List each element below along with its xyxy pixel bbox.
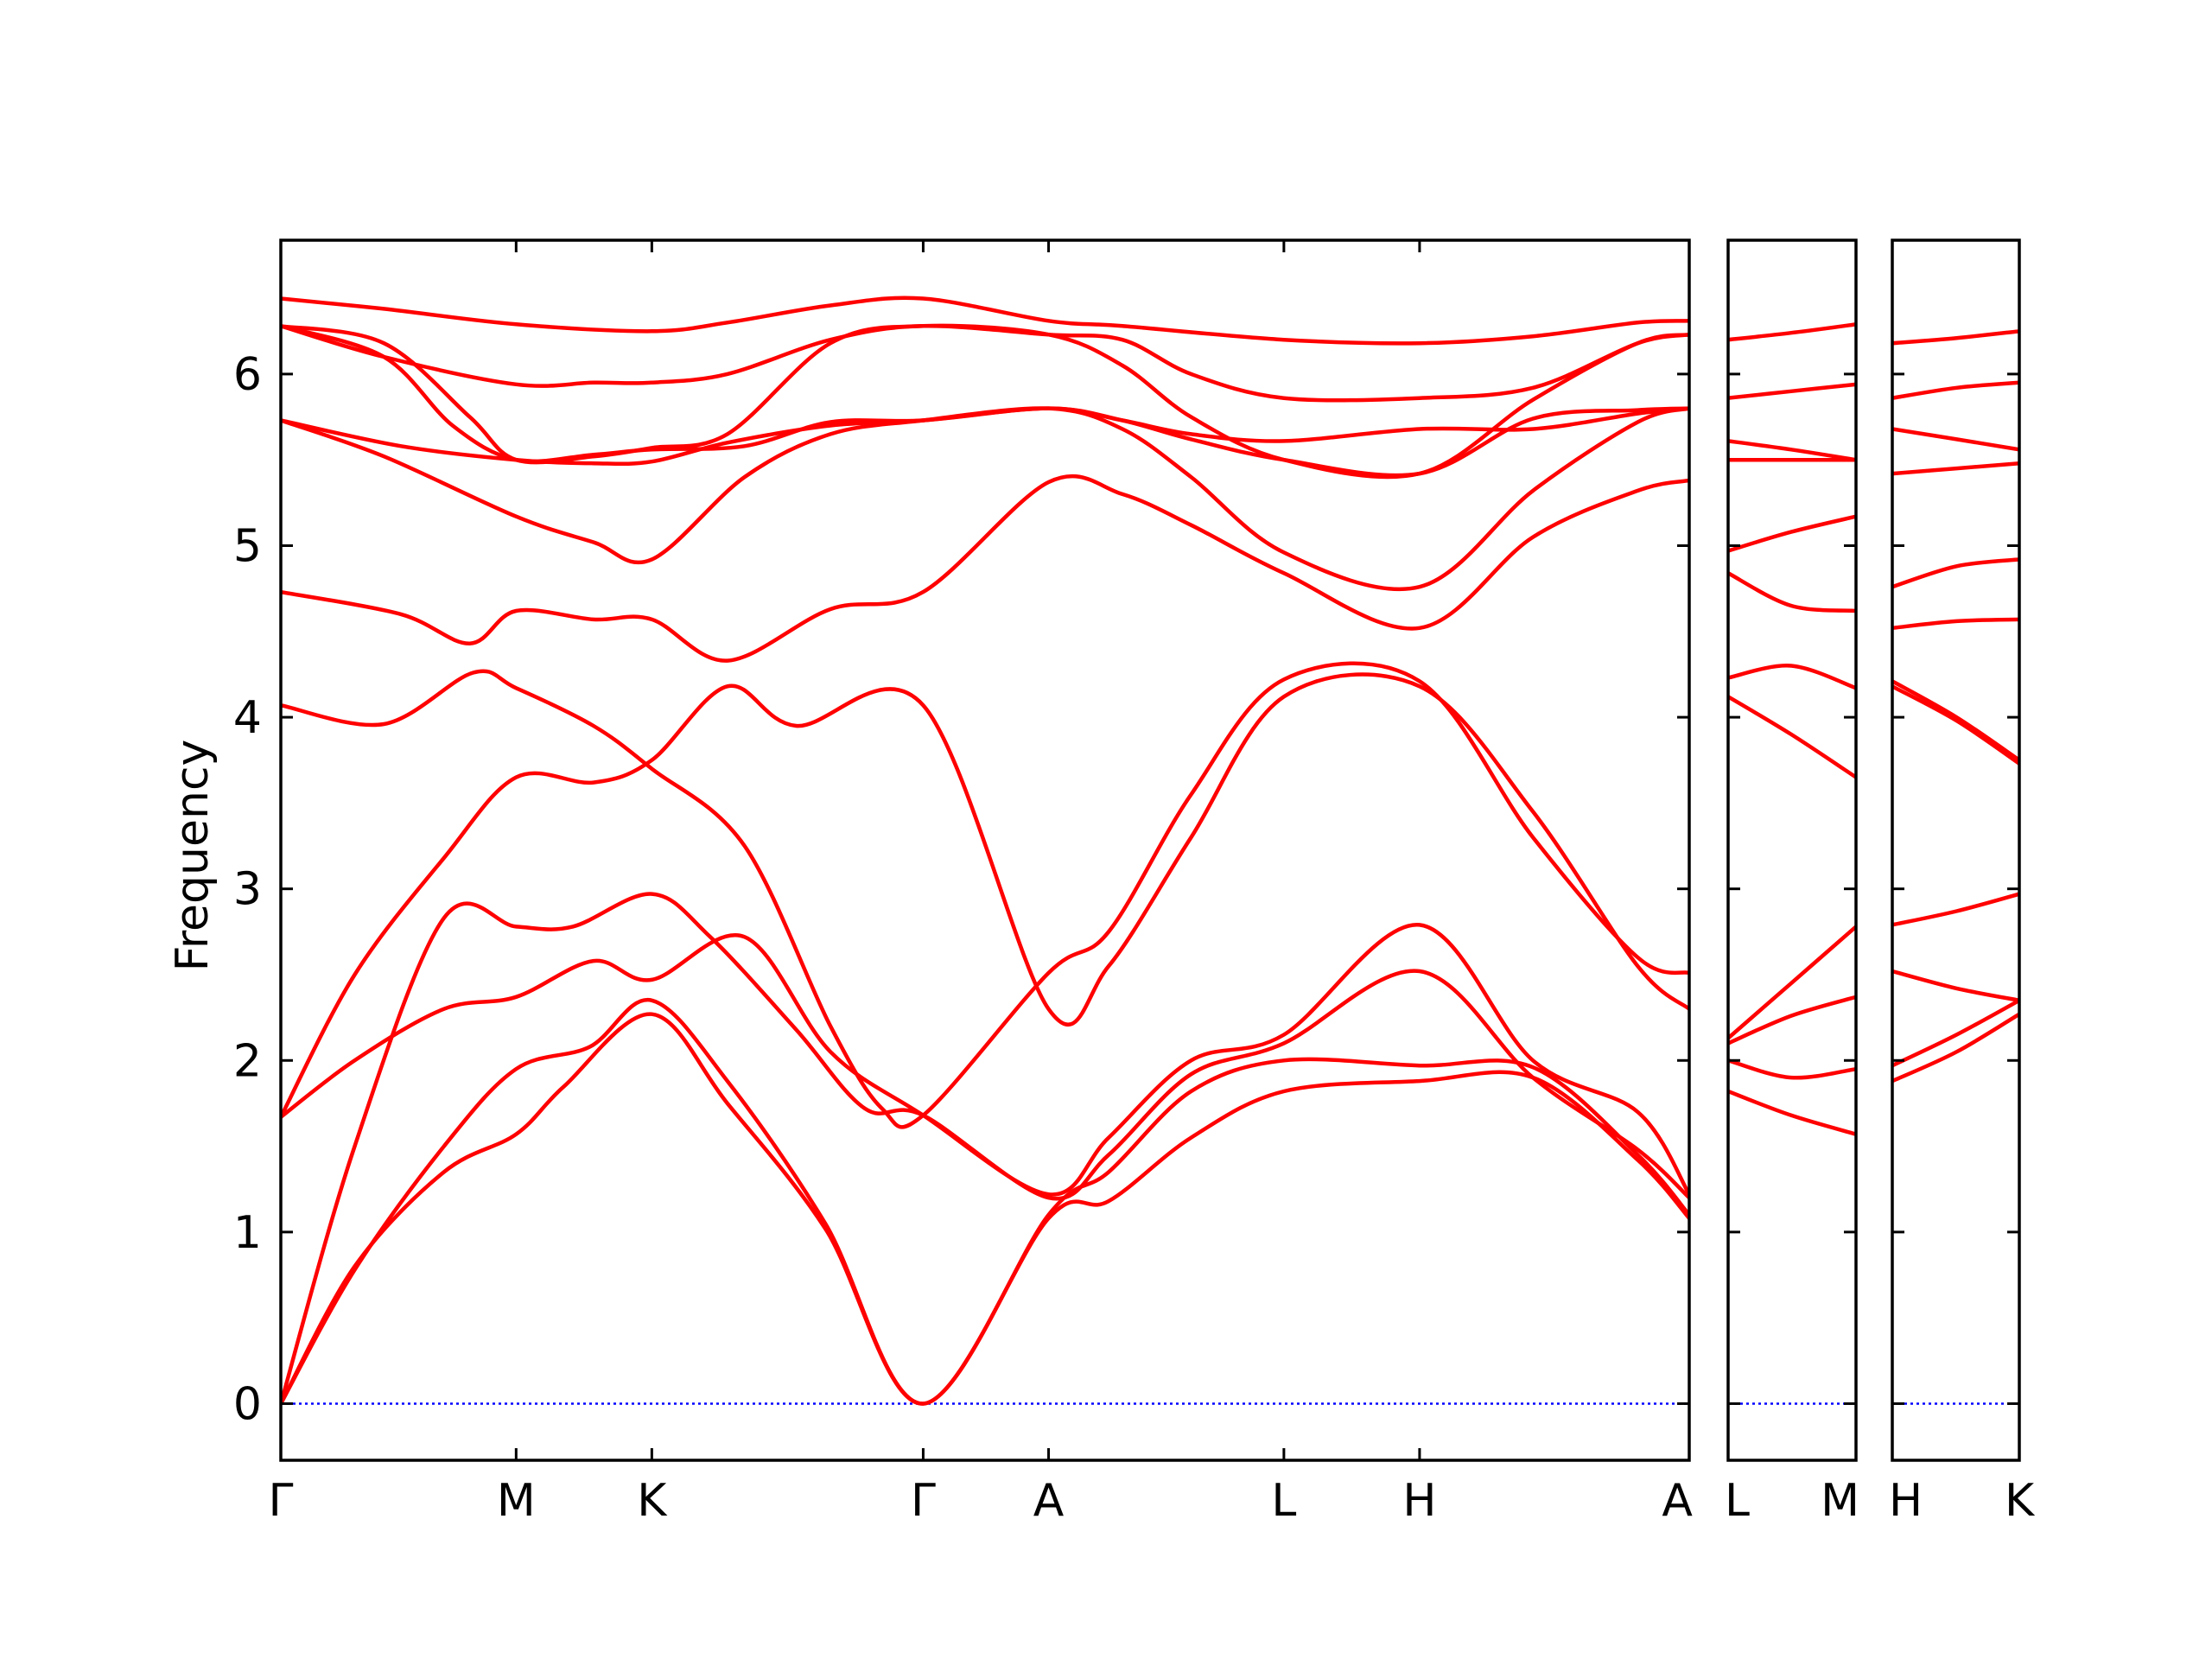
band-8 — [1728, 514, 1856, 553]
band-2 — [1892, 998, 2019, 1068]
band-6 — [281, 661, 1689, 1129]
y-tick-label: 5 — [233, 520, 262, 572]
x-tick-label: Γ — [911, 1475, 936, 1527]
band-11 — [1728, 382, 1856, 400]
panel-frame — [279, 238, 1691, 1462]
band-9 — [1892, 461, 2019, 476]
x-tick-label: M — [497, 1475, 536, 1527]
x-tick-label: L — [1271, 1475, 1296, 1527]
band-2 — [281, 997, 1689, 1406]
band-10 — [1892, 427, 2019, 452]
panel-frame — [1726, 238, 1858, 1462]
x-tick-label: H — [1889, 1475, 1923, 1527]
y-tick-label: 6 — [233, 349, 262, 401]
band-4 — [1892, 892, 2019, 927]
band-lines — [1728, 322, 1856, 1136]
band-7 — [1728, 571, 1856, 613]
band-1 — [1892, 1012, 2019, 1084]
y-tick-label: 4 — [233, 692, 262, 744]
x-tick-label: L — [1725, 1475, 1750, 1527]
band-8 — [281, 406, 1689, 592]
band-13 — [281, 296, 1689, 346]
x-tick-label: A — [1662, 1475, 1693, 1527]
band-12 — [281, 323, 1689, 403]
y-tick-label: 0 — [233, 1378, 262, 1430]
panel-1: 0 1 2 3 4 5 6 Γ M K Γ A L H A — [233, 238, 1693, 1527]
band-6 — [1892, 679, 2019, 762]
band-4 — [281, 923, 1689, 1197]
panel-frame — [1891, 238, 2021, 1462]
band-3 — [1892, 969, 2019, 1003]
x-tick-label: M — [1821, 1475, 1859, 1527]
x-tick-label: H — [1402, 1475, 1436, 1527]
band-1 — [281, 1012, 1689, 1406]
band-lines — [1892, 329, 2019, 1084]
band-4 — [1728, 925, 1856, 1040]
band-7 — [1892, 617, 2019, 631]
x-tick-label: K — [2005, 1475, 2036, 1527]
band-3 — [1728, 995, 1856, 1046]
band-6 — [1728, 664, 1856, 690]
band-11 — [1892, 380, 2019, 400]
y-tick-label: 3 — [233, 864, 262, 916]
band-12 — [1728, 322, 1856, 342]
band-3 — [281, 892, 1689, 1406]
band-8 — [1892, 557, 2019, 589]
band-12 — [1892, 329, 2019, 346]
band-11 — [281, 323, 1689, 480]
band-5 — [1892, 684, 2019, 766]
x-tick-label: Γ — [269, 1475, 294, 1527]
band-10 — [1728, 439, 1856, 462]
x-tick-label: A — [1033, 1475, 1065, 1527]
y-tick-label: 1 — [233, 1207, 262, 1259]
band-5 — [1728, 695, 1856, 779]
band-2 — [1728, 1058, 1856, 1080]
band-10 — [281, 324, 1689, 464]
band-5 — [281, 672, 1689, 1120]
band-7 — [281, 474, 1689, 663]
y-tick-label: 2 — [233, 1035, 262, 1087]
band-1 — [1728, 1089, 1856, 1136]
y-axis-label: Frequency — [167, 740, 219, 972]
x-tick-label: K — [637, 1475, 668, 1527]
band-lines — [281, 296, 1689, 1406]
